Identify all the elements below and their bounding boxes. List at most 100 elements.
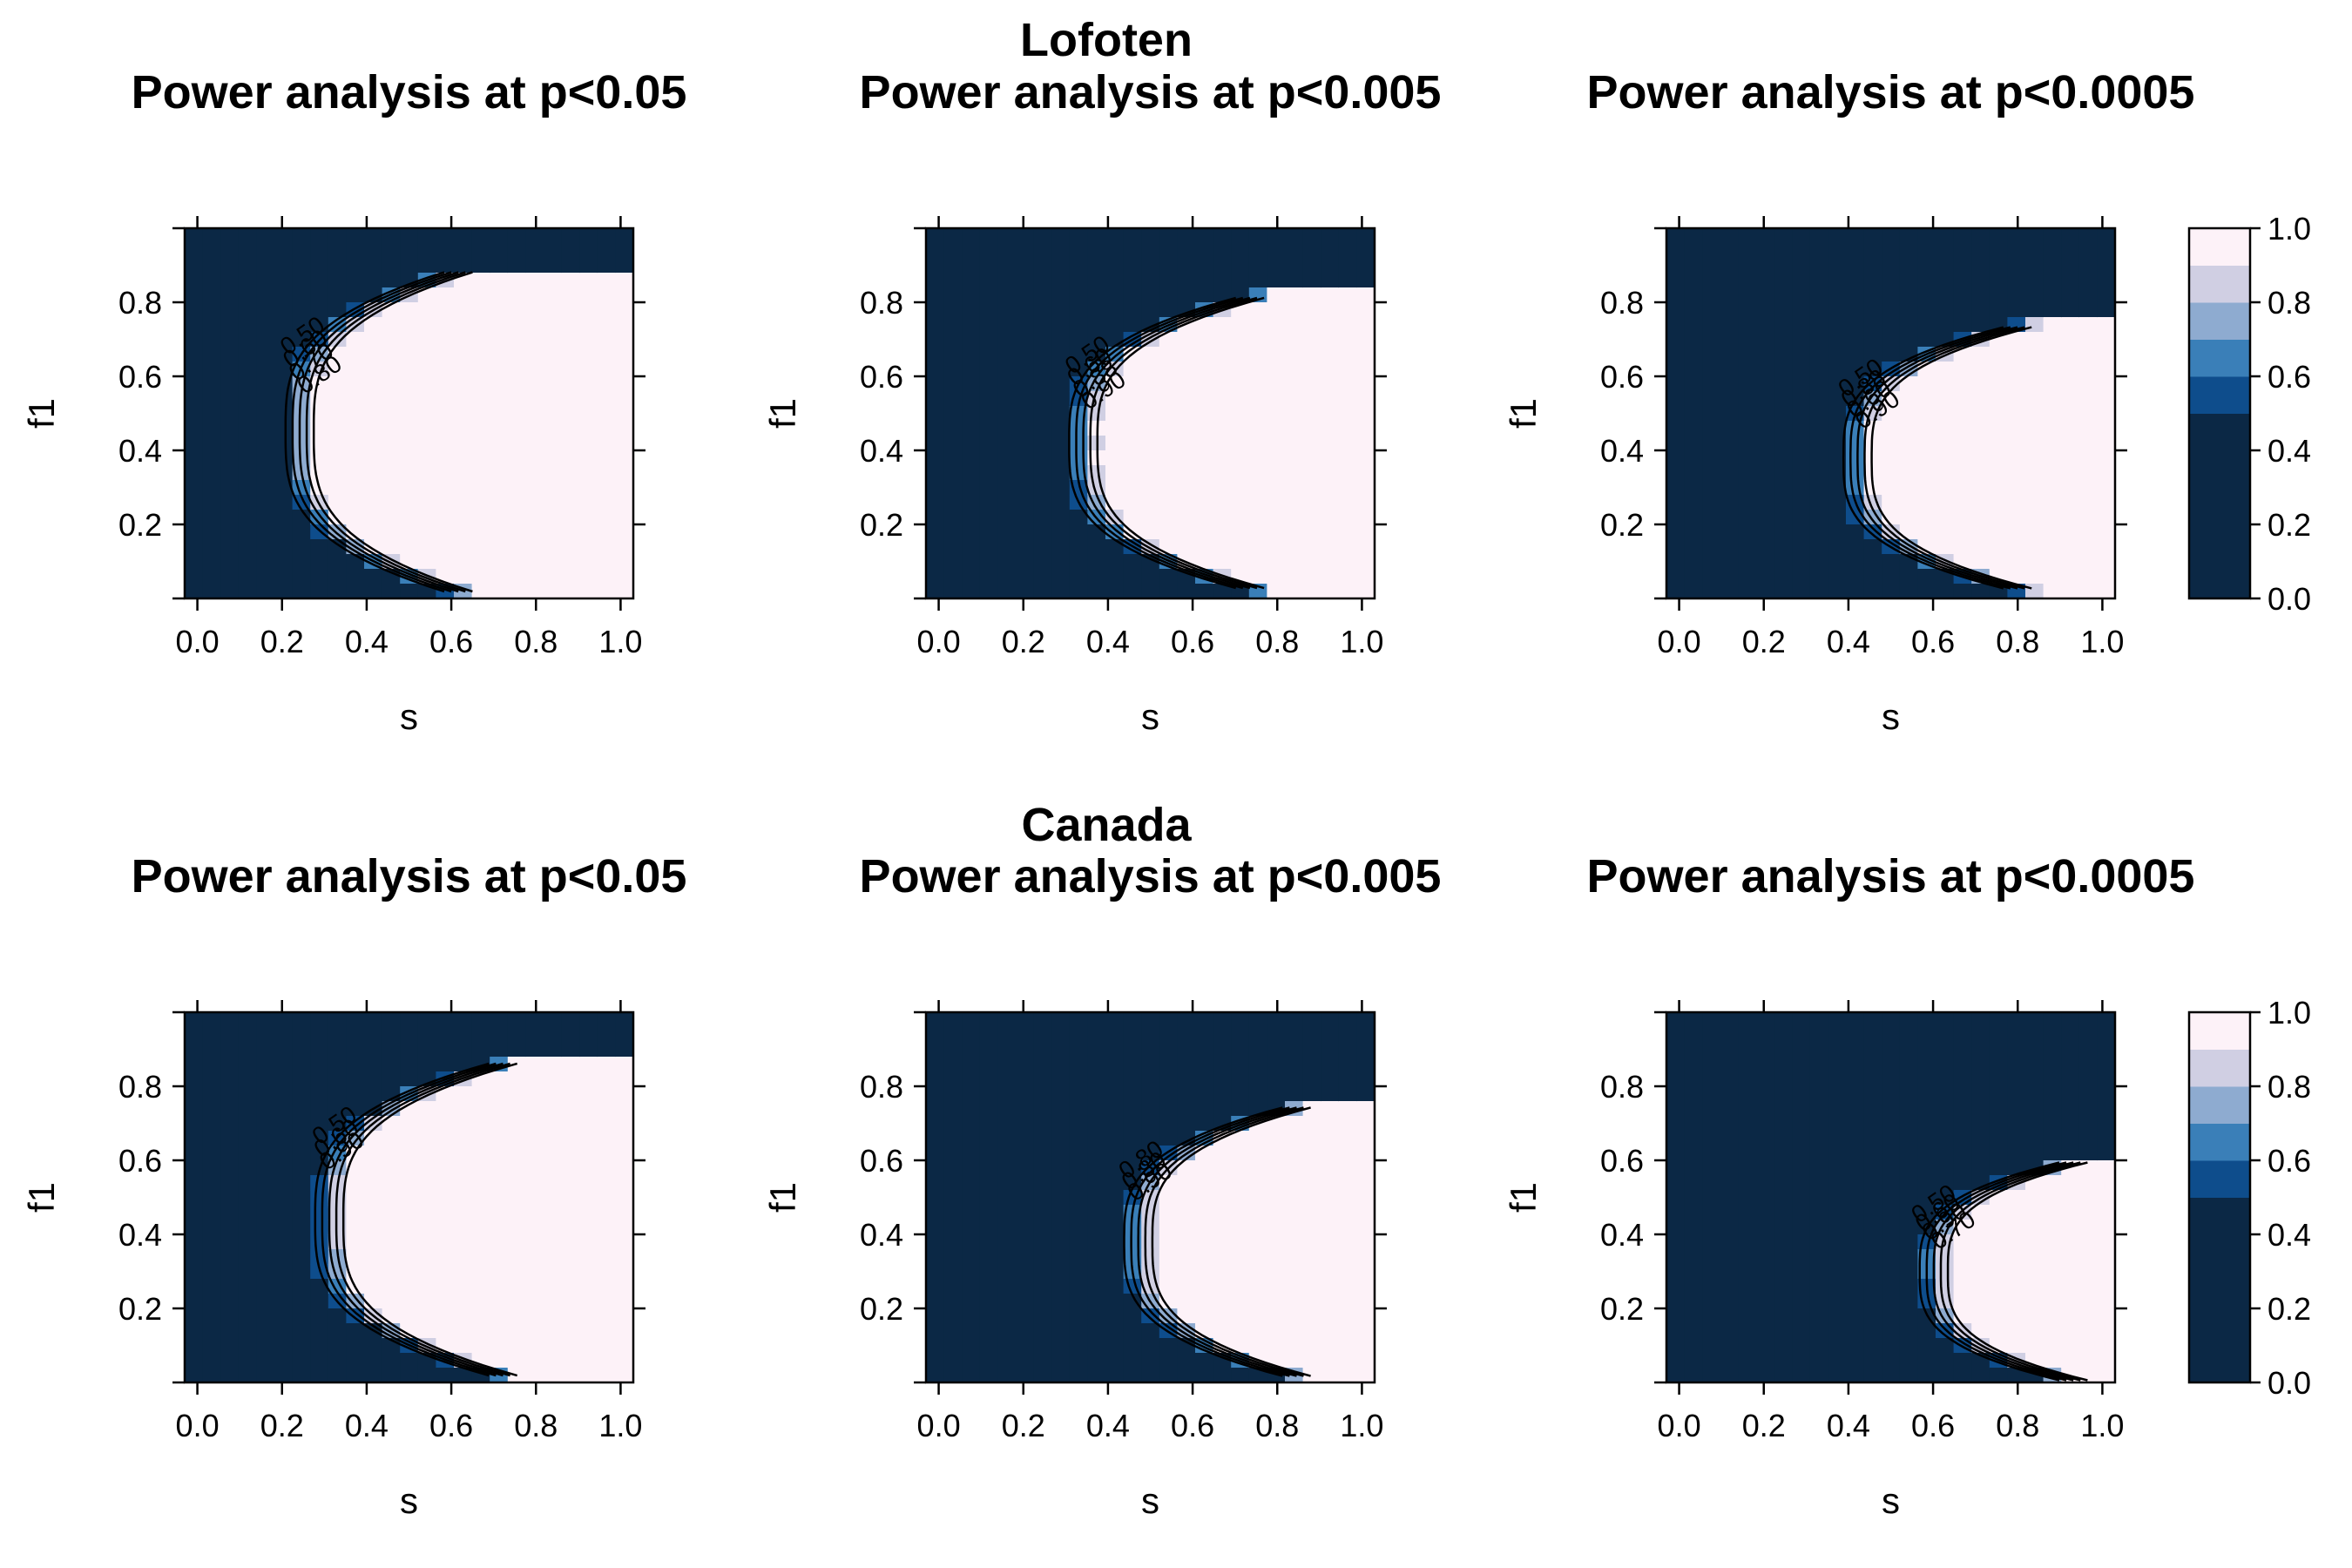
- heat-cell: [962, 510, 981, 525]
- heat-cell: [1231, 273, 1250, 288]
- heat-cell: [328, 1057, 347, 1072]
- heat-cell: [1774, 1338, 1793, 1354]
- x-tick-label: 1.0: [598, 1408, 642, 1443]
- heat-cell: [1899, 273, 1918, 288]
- heat-cell: [274, 1146, 294, 1161]
- heat-cell: [962, 1368, 981, 1383]
- heat-cell: [1720, 436, 1739, 451]
- heat-cell: [997, 510, 1017, 525]
- y-tick-label: 0.2: [118, 507, 162, 543]
- heat-cell: [1338, 302, 1357, 318]
- heat-cell: [544, 1308, 563, 1324]
- heat-cell: [1195, 584, 1214, 599]
- heat-cell: [1069, 584, 1088, 599]
- heat-cell: [185, 1249, 204, 1265]
- heat-cell: [507, 391, 526, 407]
- heat-cell: [1809, 1146, 1828, 1161]
- heat-cell: [507, 1294, 526, 1309]
- heat-cell: [238, 450, 257, 466]
- heat-cell: [1141, 495, 1160, 510]
- heat-cell: [1863, 1027, 1882, 1043]
- heat-cell: [274, 421, 294, 436]
- heat-cell: [1123, 362, 1142, 377]
- heat-cell: [1953, 258, 1972, 274]
- heat-cell: [1356, 1353, 1375, 1369]
- heat-cell: [1971, 1146, 1990, 1161]
- heat-cell: [1971, 243, 1990, 259]
- heat-cell: [417, 376, 436, 392]
- heat-cell: [1285, 1160, 1304, 1176]
- heat-cell: [1267, 1057, 1286, 1072]
- heat-cell: [1105, 1101, 1125, 1117]
- heat-cell: [1863, 1116, 1882, 1132]
- heat-cell: [1051, 1042, 1071, 1058]
- heat-cell: [2061, 228, 2080, 244]
- heat-cell: [1792, 1338, 1811, 1354]
- heat-cell: [1248, 1264, 1267, 1280]
- heat-cell: [1087, 554, 1106, 570]
- x-tick-label: 0.2: [1742, 624, 1786, 659]
- heat-cell: [1016, 243, 1035, 259]
- heat-cell: [979, 1146, 998, 1161]
- heat-cell: [962, 1042, 981, 1058]
- heat-cell: [1863, 1294, 1882, 1309]
- heat-cell: [2097, 1160, 2116, 1176]
- heat-cell: [1016, 1323, 1035, 1339]
- heat-cell: [1159, 362, 1178, 377]
- heat-cell: [1069, 1234, 1088, 1250]
- heat-cell: [417, 1368, 436, 1383]
- heat-cell: [2061, 524, 2080, 540]
- heat-cell: [1356, 1323, 1375, 1339]
- heat-cell: [1702, 1175, 1721, 1191]
- heat-cell: [615, 1234, 634, 1250]
- heat-cell: [382, 1057, 401, 1072]
- heat-cell: [1989, 554, 2008, 570]
- heat-cell: [346, 450, 365, 466]
- heat-cell: [1302, 228, 1321, 244]
- heat-cell: [436, 1323, 455, 1339]
- heat-cell: [220, 1294, 240, 1309]
- y-tick-label: 0.6: [118, 359, 162, 395]
- heat-cell: [256, 1323, 275, 1339]
- heat-cell: [1338, 1264, 1357, 1280]
- heat-cell: [1267, 1012, 1286, 1028]
- heat-cell: [1213, 1160, 1232, 1176]
- heat-cell: [2025, 273, 2044, 288]
- heat-cell: [1774, 1264, 1793, 1280]
- heat-cell: [979, 1101, 998, 1117]
- heat-cell: [926, 317, 945, 333]
- heat-cell: [1953, 273, 1972, 288]
- heat-cell: [1213, 465, 1232, 481]
- heat-cell: [561, 1308, 580, 1324]
- heat-cell: [1882, 1042, 1901, 1058]
- heat-cell: [1936, 1042, 1955, 1058]
- heat-cell: [1069, 1071, 1088, 1087]
- heat-cell: [1756, 1146, 1775, 1161]
- heat-cell: [1356, 1160, 1375, 1176]
- heat-cell: [997, 1353, 1017, 1369]
- heat-cell: [2025, 1338, 2044, 1354]
- heat-cell: [1738, 317, 1757, 333]
- heat-cell: [2007, 1220, 2026, 1235]
- heat-cell: [1756, 1279, 1775, 1294]
- heat-cell: [1738, 1012, 1757, 1028]
- heat-cell: [1684, 450, 1703, 466]
- heat-cell: [979, 1116, 998, 1132]
- plot-frame: [924, 226, 1376, 600]
- heat-cell: [1738, 258, 1757, 274]
- heat-cell: [220, 421, 240, 436]
- heat-cell: [256, 495, 275, 510]
- heat-cell: [346, 495, 365, 510]
- y-tick-label: 0.2: [860, 1291, 903, 1327]
- heat-cell: [507, 1131, 526, 1146]
- heat-cell: [997, 569, 1017, 585]
- heat-cell: [220, 1220, 240, 1235]
- heat-cell: [274, 1012, 294, 1028]
- heat-cell: [615, 406, 634, 422]
- heat-cell: [1248, 1338, 1267, 1354]
- heat-cell: [579, 362, 598, 377]
- heat-cell: [185, 1146, 204, 1161]
- heat-cell: [579, 554, 598, 570]
- heat-cell: [997, 1220, 1017, 1235]
- heat-cell: [997, 480, 1017, 496]
